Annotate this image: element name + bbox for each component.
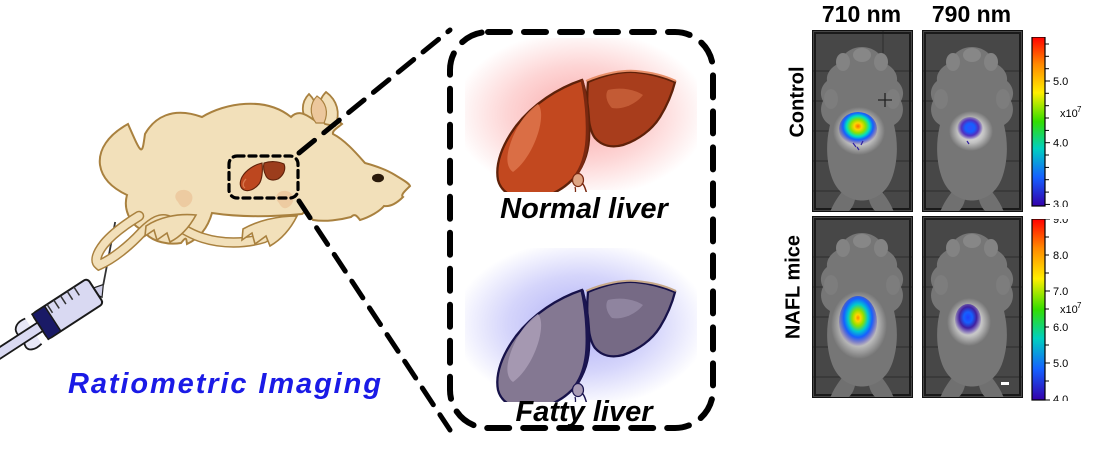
svg-text:5.0: 5.0 (1053, 358, 1068, 370)
svg-text:7: 7 (1077, 105, 1082, 114)
svg-text:4.0: 4.0 (1053, 138, 1068, 150)
svg-text:x10: x10 (1060, 304, 1078, 316)
svg-text:4.0: 4.0 (1053, 394, 1068, 401)
svg-text:5.0: 5.0 (1053, 76, 1068, 88)
svg-text:9.0: 9.0 (1053, 219, 1068, 226)
svg-text:3.0: 3.0 (1053, 199, 1068, 207)
svg-text:6.0: 6.0 (1053, 322, 1068, 334)
svg-text:8.0: 8.0 (1053, 250, 1068, 262)
svg-text:7.0: 7.0 (1053, 286, 1068, 298)
svg-text:7: 7 (1077, 301, 1082, 310)
svg-text:x10: x10 (1060, 108, 1078, 120)
